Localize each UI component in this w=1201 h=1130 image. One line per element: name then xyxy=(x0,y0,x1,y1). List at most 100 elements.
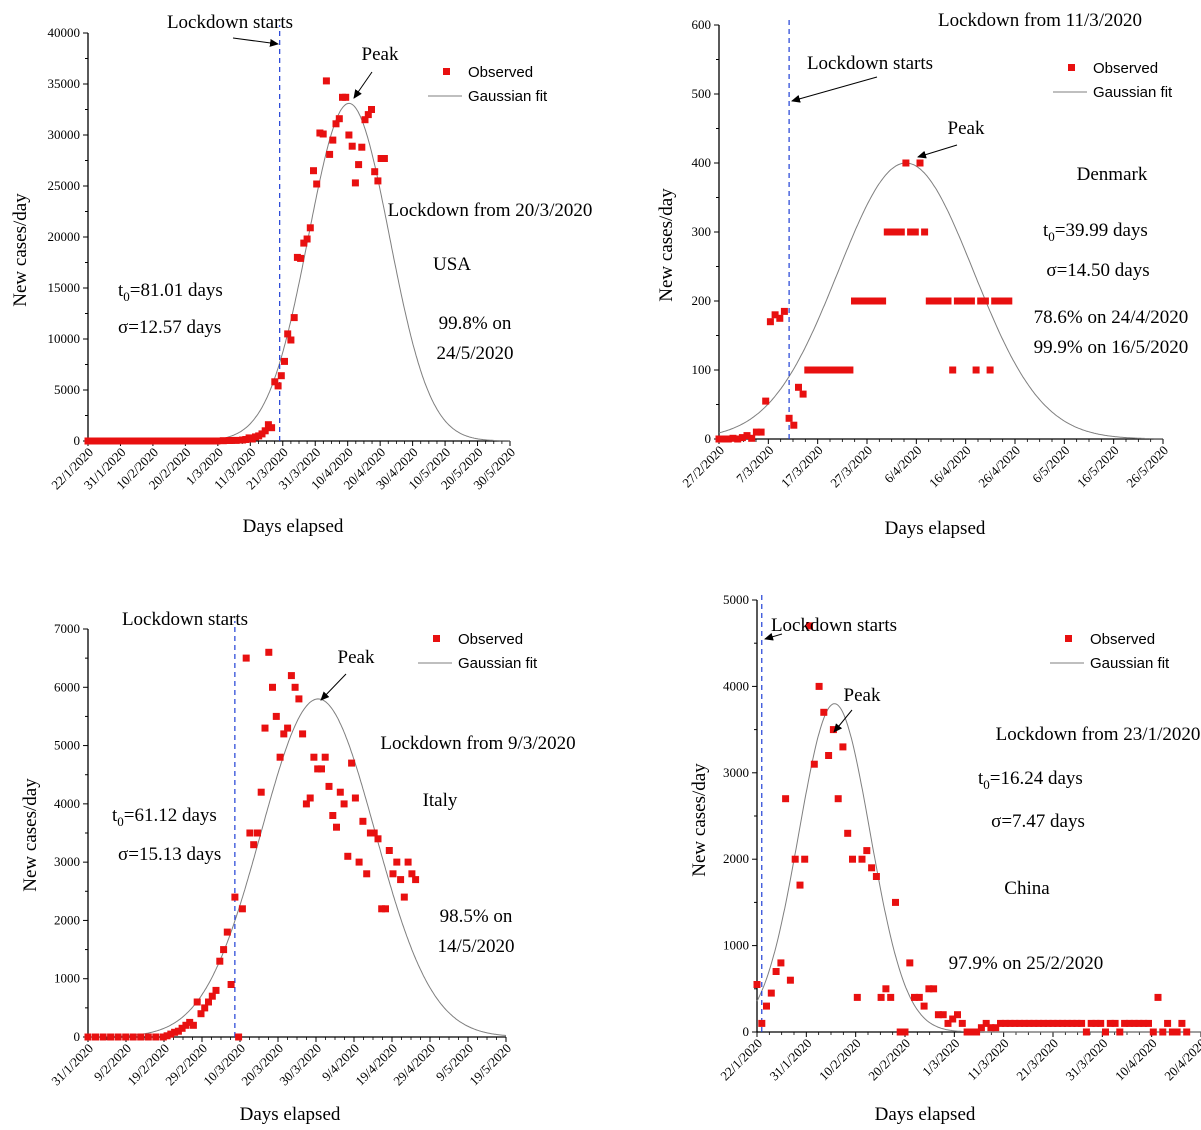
observed-point xyxy=(123,437,131,445)
observed-point xyxy=(868,864,876,872)
observed-point xyxy=(155,437,163,445)
observed-point xyxy=(977,297,985,305)
observed-point xyxy=(1125,1019,1133,1027)
y-tick-label: 10000 xyxy=(48,331,81,346)
observed-point xyxy=(299,730,307,738)
observed-point xyxy=(1087,1019,1095,1027)
legend: Observed Gaussian fit xyxy=(428,64,548,105)
observed-point xyxy=(738,434,746,442)
observed-point xyxy=(1030,1019,1038,1027)
observed-point xyxy=(882,985,890,993)
observed-point xyxy=(182,1021,190,1029)
observed-point xyxy=(358,143,366,151)
observed-point xyxy=(393,858,401,866)
observed-point xyxy=(844,829,852,837)
observed-point xyxy=(897,228,905,236)
observed-point xyxy=(200,437,208,445)
observed-point xyxy=(1059,1019,1066,1027)
lockdown-starts-label: Lockdown starts xyxy=(807,53,933,74)
observed-point xyxy=(815,682,823,690)
annotation-text: Lockdown from 9/3/2020 xyxy=(380,733,575,754)
legend-fit-label: Gaussian fit xyxy=(468,88,548,105)
t0-label: t0=81.01 days xyxy=(118,280,223,304)
observed-point xyxy=(364,111,372,119)
observed-point xyxy=(197,1010,205,1018)
observed-point xyxy=(1159,1028,1167,1036)
observed-point xyxy=(212,986,220,994)
y-tick-label: 4000 xyxy=(723,678,749,693)
observed-point xyxy=(1005,297,1013,305)
observed-point xyxy=(771,311,779,319)
x-tick-label: 31/3/2020 xyxy=(1063,1036,1111,1084)
y-tick-label: 30000 xyxy=(48,127,81,142)
observed-point xyxy=(193,998,201,1006)
observed-point xyxy=(888,228,896,236)
observed-point xyxy=(734,435,742,443)
observed-point xyxy=(935,297,943,305)
annotation-text: 14/5/2020 xyxy=(437,936,514,957)
y-tick-label: 2000 xyxy=(54,912,80,927)
annotation-text: Denmark xyxy=(1077,164,1148,185)
observed-point xyxy=(84,1033,92,1041)
observed-point xyxy=(795,383,802,391)
observed-point xyxy=(178,1024,186,1032)
observed-point xyxy=(206,437,214,445)
observed-point xyxy=(235,1033,243,1041)
observed-point xyxy=(1135,1019,1143,1027)
observed-point xyxy=(374,835,382,843)
observed-point xyxy=(832,366,840,374)
peak-arrow xyxy=(320,673,347,701)
observed-point xyxy=(823,366,830,374)
observed-point xyxy=(271,378,279,386)
annotation-text: 24/5/2020 xyxy=(436,343,513,364)
observed-point xyxy=(287,672,295,680)
x-tick-label: 7/3/2020 xyxy=(733,443,776,486)
observed-point xyxy=(90,437,98,445)
observed-point xyxy=(189,1021,197,1029)
gaussian-fit-line xyxy=(756,703,1201,1033)
y-tick-label: 20000 xyxy=(48,229,81,244)
observed-point xyxy=(129,437,137,445)
observed-point xyxy=(963,1028,971,1036)
annotation-text: 78.6% on 24/4/2020 xyxy=(1034,307,1189,328)
x-axis-title: Days elapsed xyxy=(243,516,344,537)
legend-fit-label: Gaussian fit xyxy=(458,655,538,672)
legend-observed-marker xyxy=(433,635,440,642)
observed-point xyxy=(250,841,258,849)
observed-point xyxy=(1054,1019,1062,1027)
annotation-text: σ=14.50 days xyxy=(1046,260,1149,281)
x-tick-label: 16/4/2020 xyxy=(926,443,974,491)
y-tick-label: 4000 xyxy=(54,796,80,811)
observed-point xyxy=(1092,1019,1100,1027)
peak-arrow xyxy=(353,71,373,99)
observed-point xyxy=(322,77,330,85)
x-tick-label: 19/5/2020 xyxy=(466,1041,514,1089)
gaussian-fit-line xyxy=(187,102,510,442)
x-tick-label: 1/3/2020 xyxy=(919,1036,962,1079)
legend-fit-label: Gaussian fit xyxy=(1090,655,1170,672)
observed-point xyxy=(887,993,895,1001)
observed-point xyxy=(174,437,182,445)
y-tick-label: 25000 xyxy=(48,178,81,193)
observed-point xyxy=(1111,1019,1119,1027)
usa-panel: 0 5000 10000 15000 20000 25000 30000 35000 40000… xyxy=(10,12,592,537)
observed-point xyxy=(851,297,858,305)
observed-point xyxy=(380,155,388,162)
observed-point xyxy=(302,800,310,808)
y-tick-label: 5000 xyxy=(54,382,80,397)
peak-label: Peak xyxy=(338,647,375,668)
gaussian-fit-line xyxy=(91,698,507,1038)
y-axis-title: New cases/day xyxy=(656,188,677,302)
y-tick-label: 0 xyxy=(743,1024,750,1039)
y-tick-label: 600 xyxy=(692,17,712,32)
observed-point xyxy=(729,434,737,442)
observed-point xyxy=(404,858,412,866)
observed-point xyxy=(944,297,952,305)
observed-point xyxy=(374,177,382,185)
y-tick-label: 1000 xyxy=(54,971,80,986)
observed-point xyxy=(930,985,938,993)
sigma-label: σ=15.13 days xyxy=(118,844,221,865)
observed-point xyxy=(1140,1019,1148,1027)
observed-point xyxy=(340,800,348,808)
